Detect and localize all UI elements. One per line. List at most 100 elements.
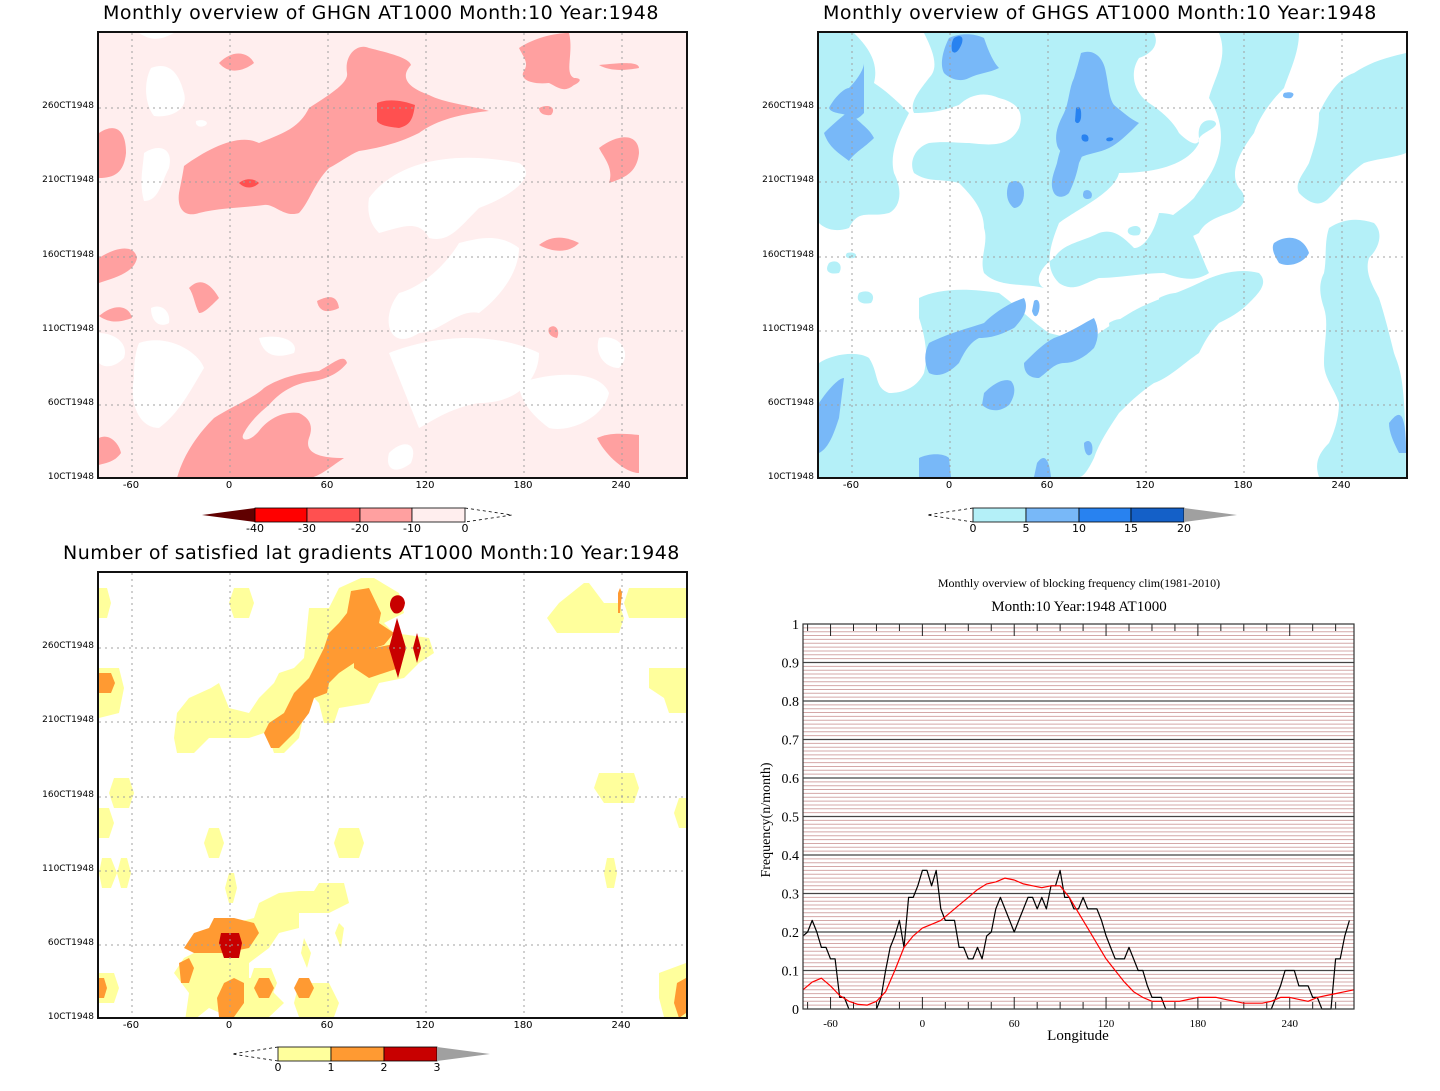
ghgn-xtick-label: 60 xyxy=(320,480,334,491)
line-chart-x-tick-labels: -60 0 60 120 180 240 xyxy=(823,1018,1298,1030)
ghgn-colorbar-label: -40 xyxy=(246,522,264,535)
ghgs-ytick-label: 260CT1948 xyxy=(762,101,814,111)
ghgn-contour-plot xyxy=(99,33,686,477)
line-chart-frame xyxy=(802,623,1355,1010)
gradients-colorbar-swatch xyxy=(277,1046,332,1062)
gradients-ytick-label: 210CT1948 xyxy=(42,715,94,725)
ghgn-xtick-label: 0 xyxy=(225,480,233,491)
y-tick-label: 0.7 xyxy=(782,734,800,749)
gradients-xtick-label: 0 xyxy=(225,1020,233,1031)
ghgs-colorbar-swatch xyxy=(1184,508,1237,522)
gradients-ytick-label: 260CT1948 xyxy=(42,641,94,651)
ghgs-ytick-label: 110CT1948 xyxy=(762,324,814,334)
gradients-ytick-label: 160CT1948 xyxy=(42,790,94,800)
ghgn-ytick-label: 260CT1948 xyxy=(42,101,94,111)
blocking-frequency-chart: Monthly overview of blocking frequency c… xyxy=(759,576,1355,1044)
ghgs-colorbar xyxy=(926,507,1237,523)
ghgn-colorbar-swatch xyxy=(202,508,255,522)
ghgs-xtick-label: -60 xyxy=(842,480,860,491)
ghgs-colorbar-label: 20 xyxy=(1177,522,1191,535)
gradients-colorbar-open-end xyxy=(231,1046,279,1062)
y-tick-label: 1 xyxy=(792,618,799,633)
line-chart-x-axis-label: Longitude xyxy=(1047,1028,1109,1044)
gradients-colorbar-swatch xyxy=(383,1046,438,1062)
y-tick-label: 0 xyxy=(792,1003,799,1018)
ghgn-ytick-label: 60CT1948 xyxy=(47,398,94,408)
ghgn-colorbar-swatch xyxy=(254,507,308,523)
ghgn-colorbar-label: -20 xyxy=(351,522,369,535)
gradients-ytick-label: 110CT1948 xyxy=(42,864,94,874)
ghgn-colorbar-swatch xyxy=(411,507,466,523)
ghgs-colorbar-swatch xyxy=(1025,507,1080,523)
ghgn-colorbar-swatch xyxy=(306,507,361,523)
y-tick-label: 0.5 xyxy=(782,811,800,826)
x-tick-label: 180 xyxy=(1190,1018,1207,1030)
line-chart-y-tick-labels: 0 0.1 0.2 0.3 0.4 0.5 0.6 0.7 0.8 0.9 1 xyxy=(782,618,800,1018)
ghgn-ytick-label: 10CT1948 xyxy=(47,472,94,482)
y-tick-label: 0.4 xyxy=(782,849,800,864)
ghgn-colorbar-label: -10 xyxy=(403,522,421,535)
ghgs-xtick-label: 120 xyxy=(1135,480,1155,491)
gradients-map xyxy=(97,571,688,1019)
gradients-colorbar-label: 3 xyxy=(433,1061,441,1074)
ghgs-contour-plot xyxy=(819,33,1406,477)
ghgs-colorbar-swatch xyxy=(972,507,1027,523)
gradients-ytick-label: 60CT1948 xyxy=(47,938,94,948)
x-tick-label: 0 xyxy=(920,1018,926,1030)
ghgs-grid xyxy=(819,33,1406,477)
ghgn-ytick-label: 110CT1948 xyxy=(42,324,94,334)
x-tick-label: 120 xyxy=(1098,1018,1115,1030)
ghgs-title: Monthly overview of GHGS AT1000 Month:10… xyxy=(823,2,1377,24)
x-tick-label: 240 xyxy=(1281,1018,1298,1030)
ghgn-ytick-label: 210CT1948 xyxy=(42,175,94,185)
gradients-colorbar-swatch xyxy=(330,1046,385,1062)
gradients-xtick-label: 120 xyxy=(415,1020,435,1031)
ghgn-colorbar xyxy=(202,507,513,523)
ghgn-xtick-label: 240 xyxy=(611,480,631,491)
gradients-colorbar-label: 0 xyxy=(274,1061,282,1074)
ghgn-colorbar-label: 0 xyxy=(461,522,469,535)
y-tick-label: 0.2 xyxy=(782,926,800,941)
ghgs-ytick-label: 10CT1948 xyxy=(767,472,814,482)
ghgn-white-regions xyxy=(99,33,626,470)
y-tick-label: 0.9 xyxy=(782,657,800,672)
ghgn-colorbar-swatch xyxy=(359,507,413,523)
ghgs-ytick-label: 60CT1948 xyxy=(767,398,814,408)
gradients-xtick-label: 180 xyxy=(513,1020,533,1031)
ghgn-minus20-regions xyxy=(239,100,415,188)
ghgs-colorbar-label: 10 xyxy=(1072,522,1086,535)
ghgs-colorbar-label: 0 xyxy=(969,522,977,535)
gradients-colorbar-label: 2 xyxy=(380,1061,388,1074)
ghgs-ytick-label: 210CT1948 xyxy=(762,175,814,185)
ghgs-xtick-label: 240 xyxy=(1331,480,1351,491)
gradients-colorbar xyxy=(231,1046,490,1062)
gradients-title: Number of satisfied lat gradients AT1000… xyxy=(63,542,680,564)
ghgn-colorbar-label: -30 xyxy=(298,522,316,535)
ghgn-ytick-label: 160CT1948 xyxy=(42,250,94,260)
line-chart-y-axis-label: Frequency(n/month) xyxy=(759,762,774,877)
x-tick-label: 60 xyxy=(1009,1018,1021,1030)
ghgs-ytick-label: 160CT1948 xyxy=(762,250,814,260)
gradients-colorbar-swatch xyxy=(437,1047,490,1061)
ghgs-5to10-regions xyxy=(819,34,1406,477)
ghgs-map xyxy=(817,31,1408,479)
gradients-xtick-label: 240 xyxy=(611,1020,631,1031)
gradients-grid xyxy=(99,573,686,1017)
ghgs-colorbar-label: 15 xyxy=(1124,522,1138,535)
line-chart-ticks xyxy=(807,624,1337,1009)
ghgn-colorbar-open-end xyxy=(464,507,513,523)
y-tick-label: 0.6 xyxy=(782,772,800,787)
gradients-contour-plot xyxy=(99,573,686,1017)
line-chart-subtitle: Month:10 Year:1948 AT1000 xyxy=(991,599,1166,615)
ghgn-xtick-label: 120 xyxy=(415,480,435,491)
y-tick-label: 0.1 xyxy=(782,965,800,980)
gradients-xtick-label: -60 xyxy=(122,1020,140,1031)
x-tick-label: -60 xyxy=(823,1018,838,1030)
gradients-xtick-label: 60 xyxy=(320,1020,334,1031)
ghgs-10to15-regions xyxy=(951,36,1114,142)
gradients-colorbar-label: 1 xyxy=(327,1061,335,1074)
ghgs-colorbar-swatch xyxy=(1130,507,1185,523)
ghgs-colorbar-label: 5 xyxy=(1022,522,1030,535)
ghgn-title: Monthly overview of GHGN AT1000 Month:10… xyxy=(103,2,659,24)
ghgs-xtick-label: 60 xyxy=(1040,480,1054,491)
